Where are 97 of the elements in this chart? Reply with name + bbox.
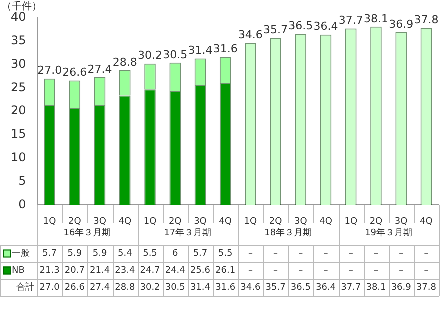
total-label: 34.6	[238, 28, 263, 42]
text: –	[348, 249, 354, 260]
total-label: 36.5	[288, 20, 314, 33]
text: 19年３月期	[365, 228, 413, 239]
text: 17年３月期	[164, 228, 212, 239]
text: 38.1	[366, 283, 386, 294]
total-label: 26.6	[62, 66, 88, 80]
text: –	[424, 249, 429, 260]
y-tick-label: 0	[18, 197, 26, 212]
data-label: 5.5	[218, 249, 233, 260]
x-tick-label: 4Q	[219, 216, 232, 227]
legend-label: NB	[12, 266, 25, 276]
total-label: 36.9	[389, 18, 414, 31]
x-tick-label: 3Q	[294, 216, 308, 227]
total-label: 35.7	[264, 23, 288, 36]
text: –	[274, 266, 278, 276]
text: 34.6	[240, 283, 261, 294]
text: 30.5	[165, 283, 186, 294]
total-label: 37.8	[414, 14, 439, 27]
text: 16年３月期	[64, 228, 112, 239]
y-tick-label: 20	[10, 104, 26, 118]
text: 37.7	[341, 283, 362, 294]
x-tick-label: 3Q	[194, 216, 207, 227]
total-label: 38.1	[364, 12, 388, 26]
total-label: 37.7	[338, 14, 364, 28]
data-label: 5.7	[193, 249, 208, 260]
data-label: 21.3	[40, 266, 60, 276]
x-tick-label: 1Q	[244, 216, 258, 227]
data-label: 5.7	[42, 249, 57, 260]
text: 27.0	[40, 283, 60, 294]
text: 31.4	[190, 283, 210, 294]
total-label: 27.4	[88, 62, 112, 76]
data-label: 26.1	[216, 266, 236, 276]
data-label: 5.9	[92, 249, 108, 260]
x-tick-label: 3Q	[394, 216, 408, 227]
text: 26.6	[64, 283, 85, 294]
data-label: 5.4	[118, 249, 133, 260]
y-tick-label: 40	[10, 10, 26, 24]
legend-label: 一般	[12, 248, 30, 260]
text: 36.9	[391, 283, 412, 294]
y-tick-label: 10	[10, 150, 26, 165]
total-label: 36.4	[314, 20, 338, 34]
x-tick-label: 4Q	[420, 216, 433, 227]
y-tick-label: 35	[10, 34, 26, 48]
y-tick-label: 5	[18, 174, 26, 188]
text: –	[298, 249, 304, 260]
text: 37.8	[416, 283, 436, 294]
text: 35.7	[266, 283, 286, 294]
text: 合計	[16, 282, 34, 294]
x-tick-label: 1Q	[344, 216, 358, 227]
total-label: 31.6	[213, 42, 238, 56]
text: –	[374, 266, 378, 276]
x-tick-label: 4Q	[118, 216, 132, 227]
data-label: 25.6	[190, 266, 211, 276]
data-label: 21.4	[90, 266, 110, 276]
text: 28.8	[115, 283, 136, 294]
text: 27.4	[90, 283, 110, 294]
text: –	[324, 266, 328, 276]
y-tick-label: 15	[10, 127, 26, 142]
text: 31.6	[216, 283, 236, 294]
y-tick-label: 30	[10, 56, 26, 71]
total-label: 27.0	[38, 64, 62, 78]
text: –	[399, 249, 404, 260]
text: –	[248, 249, 253, 260]
text: –	[324, 249, 328, 260]
data-label: 24.7	[140, 266, 160, 276]
y-axis-title: （千件）	[2, 0, 42, 13]
text: 36.4	[316, 283, 336, 294]
x-tick-label: 4Q	[320, 216, 332, 227]
x-tick-label: 1Q	[43, 216, 56, 227]
total-label: 31.4	[188, 44, 213, 58]
text: –	[374, 249, 378, 260]
data-label: 23.4	[115, 266, 136, 276]
text: –	[348, 266, 354, 276]
x-tick-label: 2Q	[168, 216, 182, 227]
text: 36.5	[290, 283, 311, 294]
x-tick-label: 1Q	[144, 216, 157, 227]
data-label: 24.4	[165, 266, 186, 276]
x-tick-label: 3Q	[94, 216, 106, 227]
x-tick-label: 2Q	[269, 216, 282, 227]
text: 18年３月期	[264, 228, 312, 239]
total-label: 28.8	[112, 56, 138, 69]
y-tick-label: 25	[10, 80, 26, 94]
data-label: 5.5	[143, 249, 158, 260]
x-tick-label: 2Q	[68, 216, 82, 227]
text: 30.2	[140, 283, 160, 294]
text: –	[399, 266, 404, 276]
text: –	[248, 266, 253, 276]
x-tick-label: 2Q	[370, 216, 383, 227]
text: –	[298, 266, 304, 276]
data-label: 5.9	[68, 249, 82, 260]
total-label: 30.5	[163, 48, 188, 62]
total-label: 30.2	[138, 49, 163, 62]
data-label: 20.7	[64, 266, 85, 276]
text: –	[274, 249, 278, 260]
text: –	[424, 266, 429, 276]
data-label: 6	[172, 249, 178, 260]
